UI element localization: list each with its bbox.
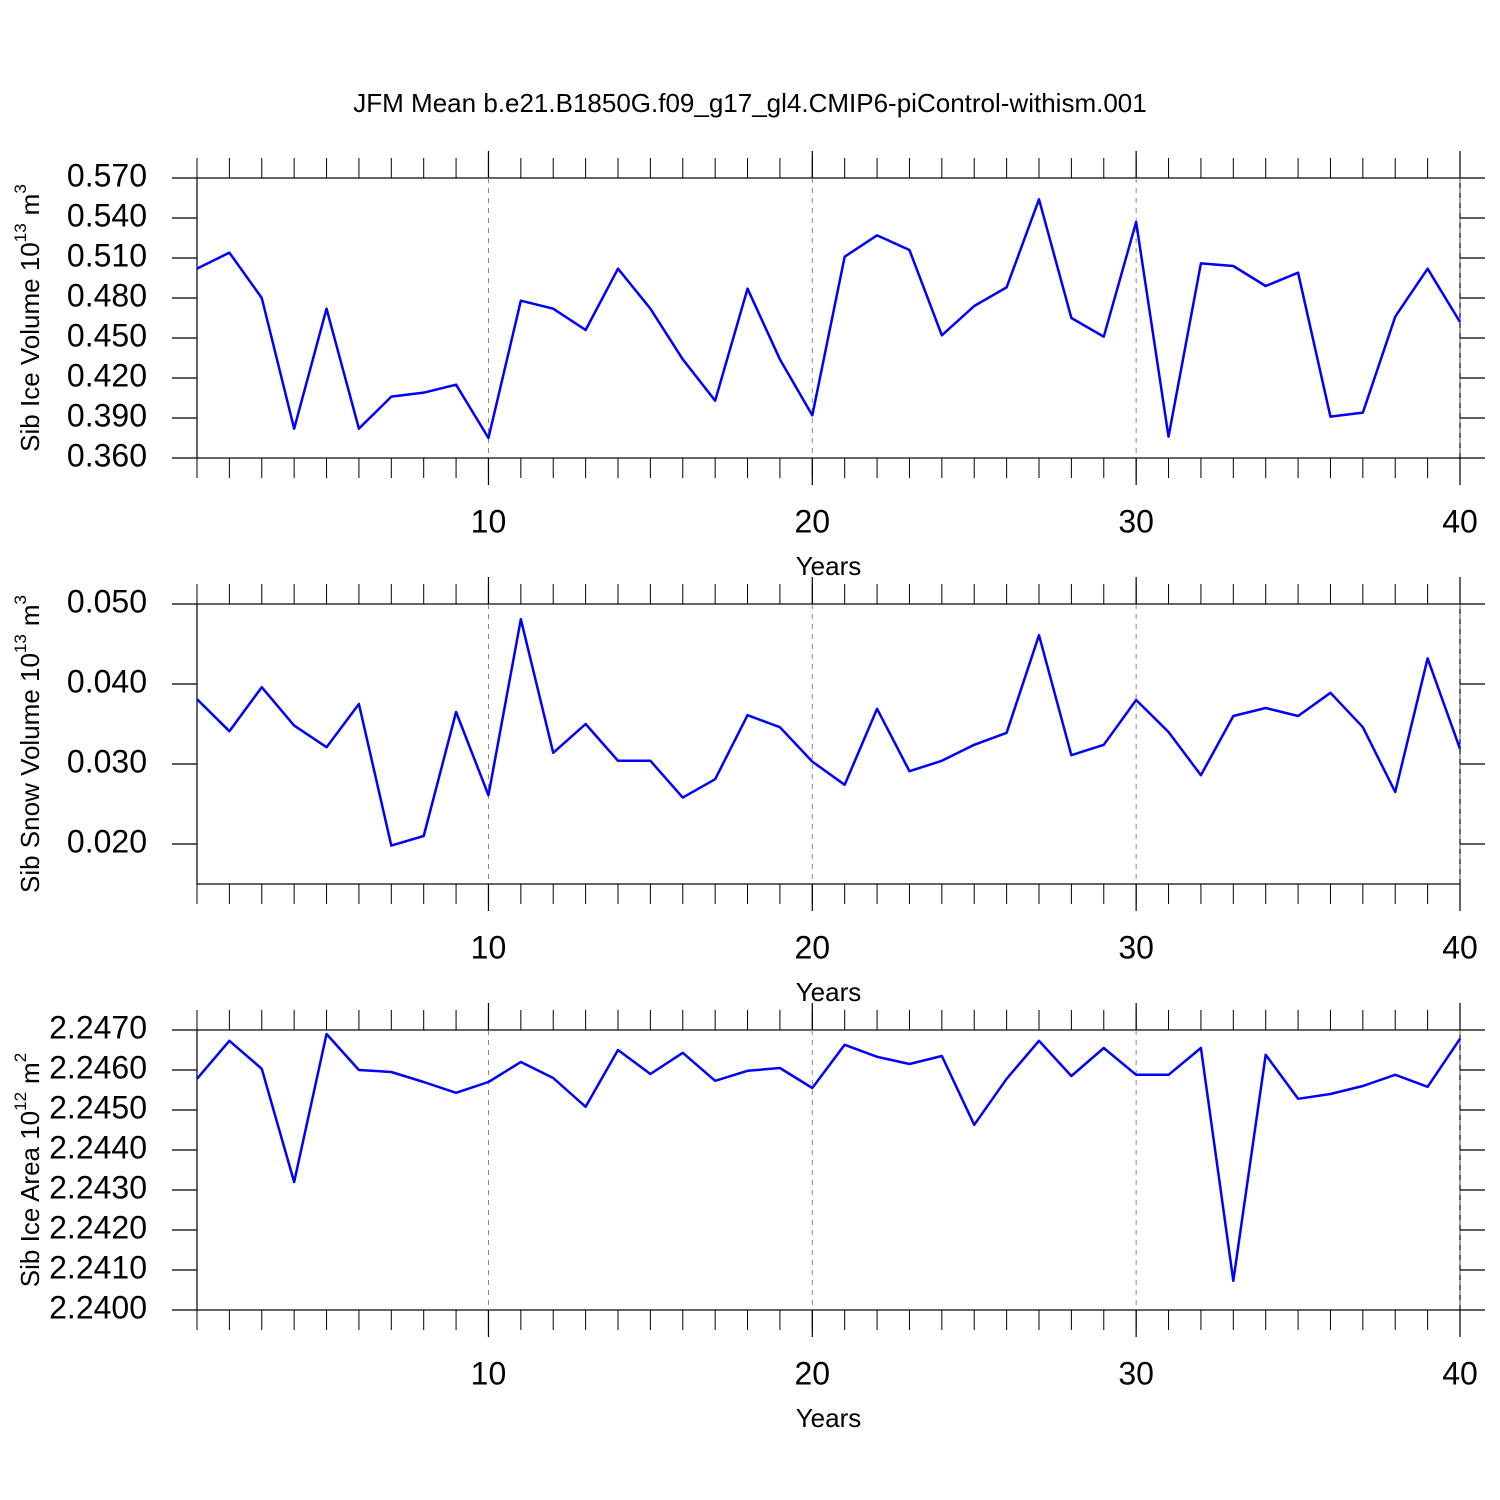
y-tick-label: 0.480 [67, 277, 147, 313]
y-axis-label-unit-exponent: 3 [11, 595, 30, 604]
x-tick-label: 30 [1118, 1355, 1154, 1391]
y-tick-label: 0.040 [67, 663, 147, 699]
x-tick-label: 30 [1118, 503, 1154, 539]
x-axis-label: Years [796, 977, 862, 1007]
x-tick-label: 40 [1442, 503, 1478, 539]
y-tick-label: 0.390 [67, 397, 147, 433]
y-axis-label: Sib Ice Volume 1013 m3 [11, 184, 44, 452]
y-axis-label-unit: m [15, 1062, 45, 1084]
y-tick-label: 0.030 [67, 743, 147, 779]
y-tick-label: 2.2420 [49, 1209, 147, 1245]
y-tick-label: 0.050 [67, 583, 147, 619]
y-tick-label: 2.2450 [49, 1089, 147, 1125]
y-tick-label: 0.450 [67, 317, 147, 353]
y-axis-label-base: Sib Ice Area 10 [15, 1111, 45, 1287]
x-tick-label: 20 [795, 503, 831, 539]
y-axis-label-unit-exponent: 2 [11, 1053, 30, 1062]
y-axis-label-unit: m [15, 604, 45, 626]
y-tick-label: 0.570 [67, 157, 147, 193]
y-tick-label: 2.2400 [49, 1289, 147, 1325]
y-axis-label-base: Sib Ice Volume 10 [15, 242, 45, 452]
y-tick-label: 0.510 [67, 237, 147, 273]
y-tick-label: 2.2460 [49, 1049, 147, 1085]
y-axis-label-exponent: 12 [11, 1092, 30, 1111]
y-tick-label: 0.360 [67, 437, 147, 473]
x-tick-label: 20 [795, 1355, 831, 1391]
data-line [196, 1032, 1462, 1283]
y-tick-label: 2.2470 [49, 1009, 147, 1045]
y-axis-label: Sib Ice Area 1012 m2 [11, 1053, 44, 1287]
x-tick-label: 40 [1442, 929, 1478, 965]
y-axis-label: Sib Snow Volume 1013 m3 [11, 595, 44, 893]
y-axis-label-exponent: 13 [11, 223, 30, 242]
y-tick-label: 2.2430 [49, 1169, 147, 1205]
x-axis-label: Years [796, 1403, 862, 1433]
plot-frame [196, 177, 1461, 459]
y-axis-label-base: Sib Snow Volume 10 [15, 653, 45, 893]
plot-frame [196, 603, 1461, 885]
x-axis-label: Years [796, 551, 862, 581]
y-tick-label: 0.420 [67, 357, 147, 393]
x-tick-label: 20 [795, 929, 831, 965]
x-tick-label: 30 [1118, 929, 1154, 965]
y-tick-label: 0.020 [67, 823, 147, 859]
y-tick-label: 0.540 [67, 197, 147, 233]
x-tick-label: 40 [1442, 1355, 1478, 1391]
y-axis-label-exponent: 13 [11, 634, 30, 653]
data-line [196, 617, 1462, 847]
x-tick-label: 10 [471, 1355, 507, 1391]
data-line [196, 198, 1462, 440]
y-axis-label-unit-exponent: 3 [11, 184, 30, 193]
figure-title: JFM Mean b.e21.B1850G.f09_g17_gl4.CMIP6-… [353, 88, 1146, 118]
y-tick-label: 2.2440 [49, 1129, 147, 1165]
x-tick-label: 10 [471, 929, 507, 965]
x-tick-label: 10 [471, 503, 507, 539]
y-axis-label-unit: m [15, 194, 45, 216]
y-tick-label: 2.2410 [49, 1249, 147, 1285]
